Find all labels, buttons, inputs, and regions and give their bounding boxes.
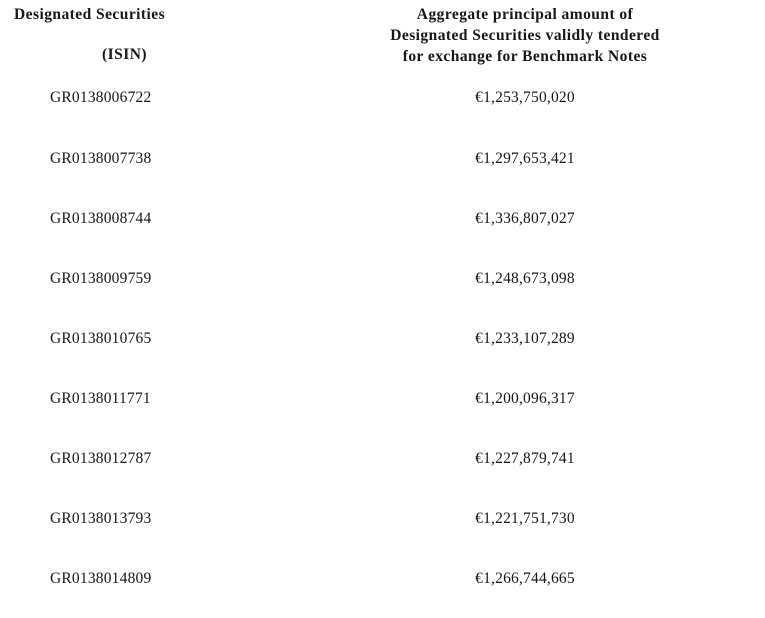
cell-isin: GR0138013793 xyxy=(50,510,152,527)
column-header-isin-line-2: (ISIN) xyxy=(102,46,147,63)
table-body: GR0138006722 €1,253,750,020 GR0138007738… xyxy=(0,67,765,609)
cell-isin: GR0138009759 xyxy=(50,270,152,287)
cell-amount: €1,248,673,098 xyxy=(475,270,575,287)
table-row: GR0138007738 €1,297,653,421 xyxy=(0,129,765,189)
cell-amount: €1,297,653,421 xyxy=(475,150,575,167)
table-header: Designated Securities (ISIN) Aggregate p… xyxy=(0,0,765,67)
table-row: GR0138011771 €1,200,096,317 xyxy=(0,369,765,429)
cell-isin: GR0138007738 xyxy=(50,150,152,167)
column-header-amount-line-1: Aggregate principal amount of xyxy=(416,6,634,23)
table-header-row: Designated Securities (ISIN) Aggregate p… xyxy=(0,0,765,67)
cell-amount: €1,266,744,665 xyxy=(475,570,575,587)
cell-isin: GR0138011771 xyxy=(50,390,151,407)
cell-isin: GR0138006722 xyxy=(50,89,152,106)
cell-amount: €1,233,107,289 xyxy=(475,330,575,347)
cell-isin: GR0138012787 xyxy=(50,450,152,467)
table-row: GR0138009759 €1,248,673,098 xyxy=(0,249,765,309)
cell-isin: GR0138014809 xyxy=(50,570,152,587)
column-header-isin-line-1: Designated Securities xyxy=(14,6,166,23)
column-header-amount-line-2: Designated Securities validly tendered xyxy=(390,27,660,44)
cell-isin: GR0138010765 xyxy=(50,330,152,347)
column-header-isin: Designated Securities (ISIN) xyxy=(0,0,285,67)
table-row: GR0138014809 €1,266,744,665 xyxy=(0,549,765,609)
table-row: GR0138006722 €1,253,750,020 xyxy=(0,67,765,129)
table-row: GR0138012787 €1,227,879,741 xyxy=(0,429,765,489)
column-header-amount-line-3: for exchange for Benchmark Notes xyxy=(402,48,648,65)
cell-amount: €1,336,807,027 xyxy=(475,210,575,227)
cell-amount: €1,227,879,741 xyxy=(475,450,575,467)
column-header-aggregate-amount: Aggregate principal amount of Designated… xyxy=(285,0,765,67)
table-row: GR0138010765 €1,233,107,289 xyxy=(0,309,765,369)
cell-amount: €1,200,096,317 xyxy=(475,390,575,407)
cell-amount: €1,253,750,020 xyxy=(475,89,575,106)
cell-amount: €1,221,751,730 xyxy=(475,510,575,527)
cell-isin: GR0138008744 xyxy=(50,210,152,227)
table-row: GR0138013793 €1,221,751,730 xyxy=(0,489,765,549)
table-row: GR0138008744 €1,336,807,027 xyxy=(0,189,765,249)
